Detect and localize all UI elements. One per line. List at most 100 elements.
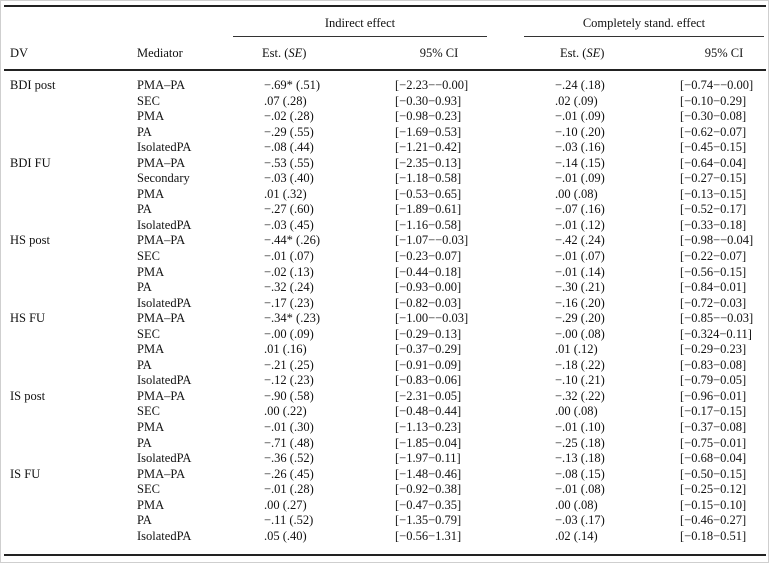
indirect-ci-cell: [−2.35−0.13] xyxy=(395,155,462,170)
mediator-cell: IsolatedPA xyxy=(137,451,192,466)
standardized-estimate-cell: −.00 (.08) xyxy=(555,326,605,341)
dv-cell: BDI post xyxy=(10,78,56,92)
standardized-estimate-cell: .00 (.08) xyxy=(555,186,598,201)
table-row: BDI FU PMA–PA −.53 (.55) [−2.35−0.13] −.14 (… xyxy=(4,155,766,171)
indirect-estimate-cell: −.44* (.26) xyxy=(264,233,320,248)
indirect-ci-cell: [−0.29−0.13] xyxy=(395,326,462,341)
standardized-estimate-cell: −.01 (.07) xyxy=(555,249,605,264)
indirect-ci-cell: [−0.53−0.65] xyxy=(395,186,462,201)
mediator-cell: PMA xyxy=(137,264,165,279)
standardized-ci-cell: [−0.22−0.07] xyxy=(680,249,747,264)
dv-cell: IS post xyxy=(10,388,46,403)
standardized-estimate-cell: −.07 (.16) xyxy=(555,202,605,217)
standardized-ci-cell: [−0.74−−0.00] xyxy=(680,78,754,92)
mediator-cell: PMA–PA xyxy=(137,388,186,403)
table-row: PA −.71 (.48) [−1.85−0.04] −.25 (.18) [−0.75… xyxy=(4,435,766,451)
standardized-estimate-cell: −.30 (.21) xyxy=(555,280,605,295)
row-group: HS FU PMA–PA −.34* (.23) [−1.00−−0.03] −.29 … xyxy=(4,310,766,388)
header-rule xyxy=(4,69,766,71)
standardized-ci-cell: [−0.45−0.15] xyxy=(680,140,747,155)
standardized-ci-cell: [−0.15−0.10] xyxy=(680,497,747,512)
mediator-cell: PA xyxy=(137,357,152,372)
standardized-effect-underline xyxy=(524,36,764,37)
mediator-cell: SEC xyxy=(137,482,160,497)
table-row: SEC .00 (.22) [−0.48−0.44] .00 (.08) [−0.17−… xyxy=(4,403,766,419)
table-bottom-rule xyxy=(4,554,766,556)
indirect-ci-cell: [−1.97−0.11] xyxy=(395,451,461,466)
indirect-ci-cell: [−0.83−0.06] xyxy=(395,373,462,388)
standardized-estimate-cell: −.01 (.14) xyxy=(555,264,605,279)
indirect-ci-cell: [−1.18−0.58] xyxy=(395,171,462,186)
table-row: IsolatedPA −.08 (.44) [−1.21−0.42] −.03 (.1… xyxy=(4,139,766,155)
table-row: PA −.32 (.24) [−0.93−0.00] −.30 (.21) [−0.84… xyxy=(4,279,766,295)
standardized-ci-cell: [−0.46−0.27] xyxy=(680,513,747,528)
indirect-effect-underline xyxy=(233,36,487,37)
table-row: PA −.29 (.55) [−1.69−0.53] −.10 (.20) [−0.62… xyxy=(4,124,766,140)
indirect-ci-cell: [−0.92−0.38] xyxy=(395,482,462,497)
standardized-estimate-cell: −.01 (.12) xyxy=(555,217,605,232)
indirect-estimate-cell: −.53 (.55) xyxy=(264,155,314,170)
table-row: PA −.11 (.52) [−1.35−0.79] −.03 (.17) [−0.46… xyxy=(4,512,766,528)
row-group: BDI post PMA–PA −.69* (.51) [−2.23−−0.00] −.… xyxy=(4,77,766,155)
indirect-estimate-cell: −.32 (.24) xyxy=(264,280,314,295)
table-row: IsolatedPA −.36 (.52) [−1.97−0.11] −.13 (.1… xyxy=(4,450,766,466)
mediator-cell: PMA–PA xyxy=(137,78,186,92)
standardized-estimate-cell: −.01 (.09) xyxy=(555,109,605,124)
indirect-estimate-cell: −.90 (.58) xyxy=(264,388,314,403)
standardized-ci-cell: [−0.72−0.03] xyxy=(680,295,747,310)
indirect-estimate-cell: −.01 (.30) xyxy=(264,420,314,435)
mediator-cell: IsolatedPA xyxy=(137,295,192,310)
mediator-cell: PMA–PA xyxy=(137,311,186,326)
dv-cell: HS FU xyxy=(10,311,46,326)
indirect-estimate-cell: .01 (.32) xyxy=(264,186,307,201)
mediator-cell: Secondary xyxy=(137,171,190,186)
mediator-cell: PA xyxy=(137,435,152,450)
standardized-ci-cell: [−0.84−0.01] xyxy=(680,280,747,295)
standardized-ci-cell: [−0.29−0.23] xyxy=(680,342,747,357)
standardized-ci-cell: [−0.75−0.01] xyxy=(680,435,747,450)
mediator-cell: PMA–PA xyxy=(137,155,186,170)
table-row: SEC .07 (.28) [−0.30−0.93] .02 (.09) [−0.10−… xyxy=(4,93,766,109)
standardized-effect-header: Completely stand. effect xyxy=(582,16,706,30)
table-row: PMA −.02 (.28) [−0.98−0.23] −.01 (.09) [−0.3… xyxy=(4,108,766,124)
standardized-ci-cell: [−0.37−0.08] xyxy=(680,420,747,435)
table-row: IsolatedPA −.17 (.23) [−0.82−0.03] −.16 (.2… xyxy=(4,295,766,311)
standardized-estimate-cell: −.03 (.17) xyxy=(555,513,605,528)
mediator-cell: PA xyxy=(137,202,152,217)
standardized-estimate-cell: .00 (.08) xyxy=(555,497,598,512)
standardized-ci-cell: [−0.33−0.18] xyxy=(680,217,747,232)
indirect-estimate-cell: −.01 (.28) xyxy=(264,482,314,497)
standardized-ci-cell: [−0.56−0.15] xyxy=(680,264,747,279)
indirect-ci-cell: [−1.21−0.42] xyxy=(395,140,462,155)
indirect-ci-cell: [−1.35−0.79] xyxy=(395,513,462,528)
standardized-estimate-cell: −.10 (.21) xyxy=(555,373,605,388)
table-row: PMA −.02 (.13) [−0.44−0.18] −.01 (.14) [−0.5… xyxy=(4,264,766,280)
standardized-ci-cell: [−0.52−0.17] xyxy=(680,202,747,217)
indirect-ci-cell: [−0.30−0.93] xyxy=(395,93,462,108)
mediator-cell: SEC xyxy=(137,404,160,419)
standardized-ci-cell: [−0.25−0.12] xyxy=(680,482,747,497)
standardized-ci-cell: [−0.30−0.08] xyxy=(680,109,747,124)
table-row: IsolatedPA −.03 (.45) [−1.16−0.58] −.01 (.1… xyxy=(4,217,766,233)
indirect-estimate-cell: −.27 (.60) xyxy=(264,202,314,217)
standardized-ci-cell: [−0.62−0.07] xyxy=(680,124,747,139)
indirect-ci-cell: [−0.82−0.03] xyxy=(395,295,462,310)
indirect-estimate-cell: −.01 (.07) xyxy=(264,249,314,264)
standardized-estimate-cell: −.42 (.24) xyxy=(555,233,605,248)
mediator-cell: PA xyxy=(137,124,152,139)
indirect-ci-cell: [−0.47−0.35] xyxy=(395,497,462,512)
table-row: SEC −.01 (.28) [−0.92−0.38] −.01 (.08) [−0.2… xyxy=(4,481,766,497)
indirect-estimate-cell: −.03 (.40) xyxy=(264,171,314,186)
table-row: PMA −.01 (.30) [−1.13−0.23] −.01 (.10) [−0.3… xyxy=(4,419,766,435)
standardized-ci-cell: [−0.98−−0.04] xyxy=(680,233,754,248)
indirect-estimate-cell: −.21 (.25) xyxy=(264,357,314,372)
table-row: PMA .00 (.27) [−0.47−0.35] .00 (.08) [−0.15−… xyxy=(4,497,766,513)
indirect-estimate-cell: .00 (.27) xyxy=(264,497,307,512)
dv-cell: HS post xyxy=(10,233,50,248)
indirect-estimate-cell: −.03 (.45) xyxy=(264,217,314,232)
standardized-estimate-cell: .02 (.09) xyxy=(555,93,598,108)
indirect-ci-cell: [−1.89−0.61] xyxy=(395,202,462,217)
mediator-cell: IsolatedPA xyxy=(137,373,192,388)
standardized-estimate-cell: −.08 (.15) xyxy=(555,466,605,481)
